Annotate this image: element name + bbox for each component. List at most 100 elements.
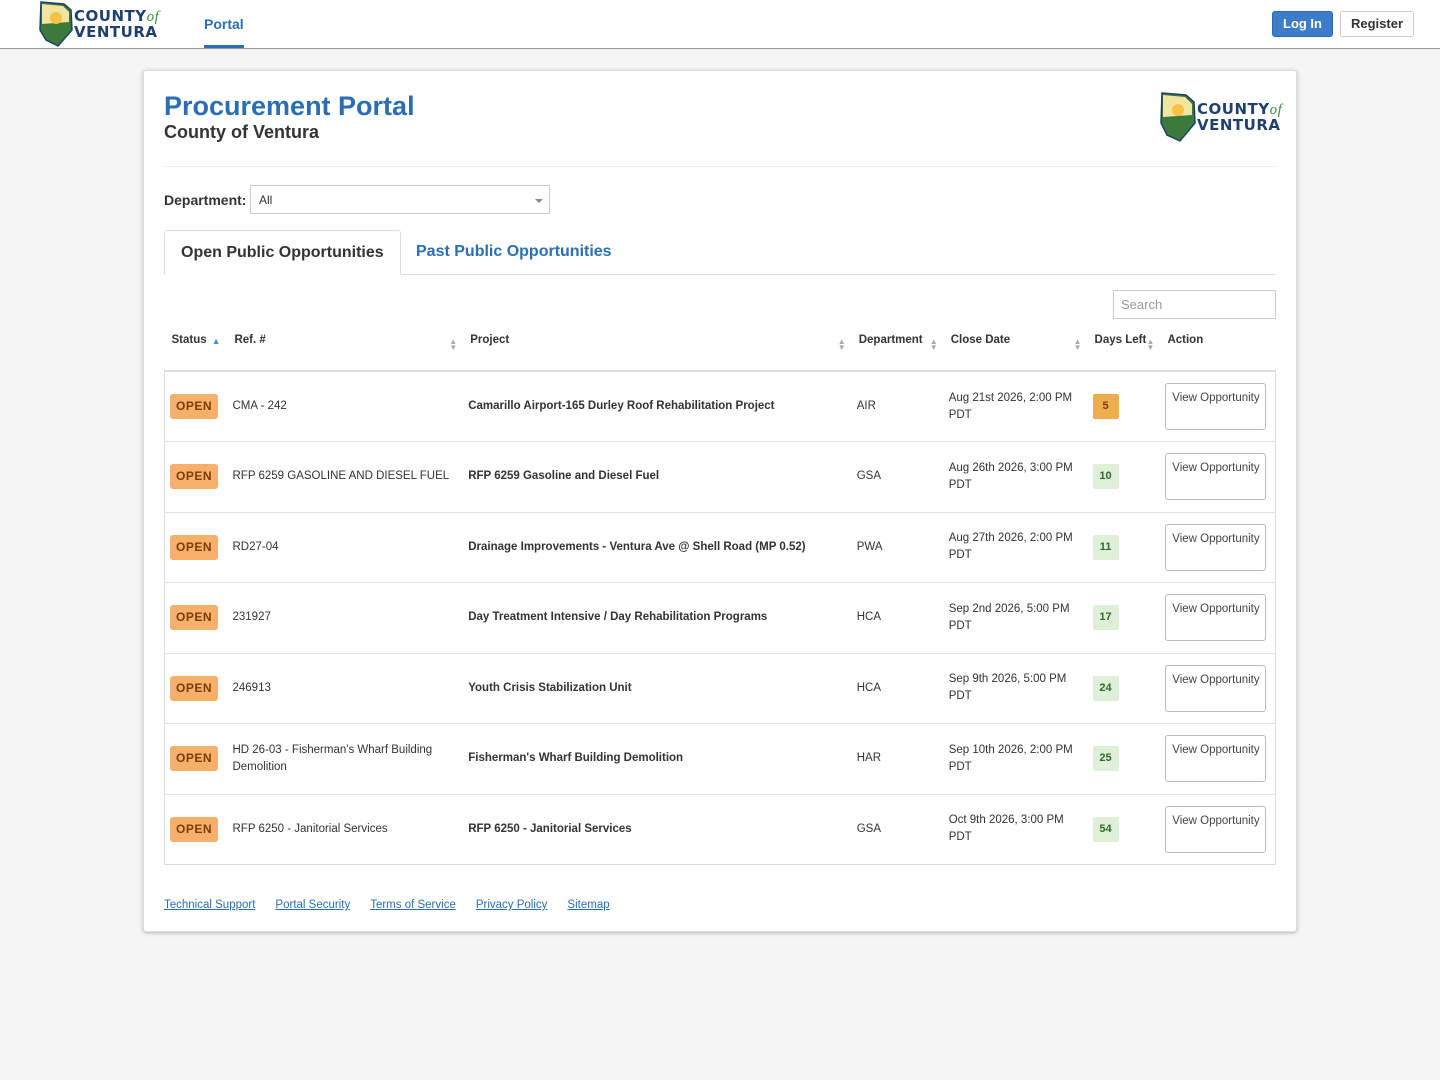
status-badge: OPEN: [170, 675, 219, 701]
days-left-badge: 17: [1092, 605, 1119, 631]
cell: View Opportunity: [1160, 441, 1276, 512]
close-date-cell: Aug 21st 2026, 2:00 PM PDT: [943, 370, 1088, 442]
column-header[interactable]: Close Date ▲ ▼: [943, 326, 1088, 372]
sort-icon: ▲ ▼: [1146, 337, 1155, 352]
column-header[interactable]: Project ▲ ▼: [463, 326, 852, 372]
days-left-badge: 54: [1092, 816, 1119, 842]
project-cell: RFP 6250 - Janitorial Services: [463, 793, 852, 865]
ref-cell: 246913: [227, 652, 464, 724]
logo-of: of: [1269, 102, 1283, 119]
search-input[interactable]: Search: [1113, 290, 1276, 319]
status-badge: OPEN: [170, 816, 219, 842]
page-subtitle: County of Ventura: [164, 122, 320, 142]
department-cell: AIR: [851, 370, 944, 442]
login-button[interactable]: Log In: [1272, 11, 1333, 37]
sort-icon: ▲ ▼: [929, 337, 938, 352]
column-label: Department: [858, 334, 923, 346]
footer-link[interactable]: Sitemap: [567, 899, 610, 911]
column-header[interactable]: Status ▲: [164, 326, 228, 372]
close-date-cell: Sep 9th 2026, 5:00 PM PDT: [943, 652, 1088, 724]
tabs: Open Public Opportunities Past Public Op…: [164, 230, 1276, 275]
tab-open[interactable]: Open Public Opportunities: [164, 230, 401, 275]
column-label: Ref. #: [234, 334, 266, 346]
days-left-badge: 10: [1092, 464, 1119, 490]
cell: 17: [1087, 582, 1161, 653]
view-button[interactable]: View Opportunity: [1165, 735, 1267, 783]
select-value: All: [259, 193, 273, 207]
cell: View Opportunity: [1160, 370, 1276, 442]
department-cell: GSA: [851, 441, 944, 512]
header-row: Status ▲ Ref. # ▲ ▼ Project ▲ ▼ Department ▲ ▼ Clos…: [164, 326, 1276, 372]
column-label: Status: [171, 334, 207, 346]
ref-cell: 231927: [227, 582, 464, 653]
sort-asc-icon: ▲: [211, 336, 221, 346]
cell: OPEN: [164, 793, 228, 865]
days-left-badge: 24: [1092, 675, 1119, 701]
nav-link[interactable]: Portal: [204, 0, 244, 48]
logo-ventura: VENTURA: [1197, 115, 1281, 134]
footer-link[interactable]: Terms of Service: [370, 899, 456, 911]
cell: View Opportunity: [1160, 723, 1276, 794]
status-badge: OPEN: [170, 605, 219, 631]
view-button[interactable]: View Opportunity: [1165, 805, 1267, 853]
column-header[interactable]: Ref. # ▲ ▼: [227, 326, 464, 372]
tab-past[interactable]: Past Public Opportunities: [416, 243, 612, 260]
logo-county: COUNTY: [1197, 100, 1270, 119]
footer-link[interactable]: Technical Support: [164, 899, 256, 911]
view-button[interactable]: View Opportunity: [1165, 523, 1267, 571]
register-button[interactable]: Register: [1340, 11, 1415, 37]
status-badge: OPEN: [170, 464, 219, 490]
cell: 25: [1087, 723, 1161, 794]
table-row: OPEN HD 26-03 - Fisherman's Wharf Buildin…: [164, 723, 1276, 794]
navbar: COUNTYof VENTURA Portal Log In Register: [0, 0, 1440, 49]
view-button[interactable]: View Opportunity: [1165, 383, 1267, 430]
logo-ventura: VENTURA: [74, 22, 158, 41]
status-badge: OPEN: [170, 394, 219, 419]
department-select[interactable]: All: [250, 185, 550, 214]
select-caret: [535, 199, 543, 203]
project-cell: Drainage Improvements - Ventura Ave @ Sh…: [463, 511, 852, 583]
cell: View Opportunity: [1160, 511, 1276, 583]
project-cell: Youth Crisis Stabilization Unit: [463, 652, 852, 724]
view-button[interactable]: View Opportunity: [1165, 594, 1267, 642]
sort-icon: ▲ ▼: [449, 337, 458, 352]
cell: 54: [1087, 793, 1161, 865]
cell: 5: [1087, 370, 1161, 442]
table-row: OPEN RFP 6259 GASOLINE AND DIESEL FUEL RFP…: [164, 441, 1276, 512]
column-label: Close Date: [950, 334, 1011, 346]
logo-text: COUNTYof VENTURA: [1197, 102, 1282, 132]
cell: View Opportunity: [1160, 793, 1276, 865]
sort-icon: ▲ ▼: [837, 337, 846, 352]
header-logo: COUNTYof VENTURA: [1159, 91, 1282, 143]
view-button[interactable]: View Opportunity: [1165, 664, 1267, 712]
column-label: Days Left: [1094, 334, 1147, 346]
opportunities-table: Status ▲ Ref. # ▲ ▼ Project ▲ ▼ Department ▲ ▼ Clos…: [164, 326, 1276, 865]
footer-link[interactable]: Portal Security: [275, 899, 351, 911]
project-cell: RFP 6259 Gasoline and Diesel Fuel: [463, 441, 852, 512]
days-left-badge: 25: [1092, 746, 1119, 772]
page-title: Procurement Portal: [164, 91, 415, 121]
column-header[interactable]: Department ▲ ▼: [851, 326, 944, 372]
column-label: Action: [1167, 334, 1204, 346]
department-cell: HCA: [851, 652, 944, 724]
close-date-cell: Aug 26th 2026, 3:00 PM PDT: [943, 441, 1088, 512]
column-header[interactable]: Days Left ▲ ▼: [1087, 326, 1161, 372]
logo-text: COUNTYof VENTURA: [74, 9, 159, 39]
status-badge: OPEN: [170, 746, 219, 772]
table-row: OPEN RD27-04 Drainage Improvements - Ventu…: [164, 511, 1276, 583]
cell: OPEN: [164, 370, 228, 442]
logo-county: COUNTY: [74, 7, 147, 26]
cell: OPEN: [164, 582, 228, 653]
cell: OPEN: [164, 723, 228, 794]
cell: View Opportunity: [1160, 582, 1276, 653]
footer-link[interactable]: Privacy Policy: [475, 899, 548, 911]
logo[interactable]: COUNTYof VENTURA: [38, 0, 159, 48]
table-row: OPEN 246913 Youth Crisis Stabilization Uni…: [164, 652, 1276, 724]
department-label: Department:: [164, 192, 247, 208]
cell: OPEN: [164, 652, 228, 724]
view-button[interactable]: View Opportunity: [1165, 453, 1267, 501]
department-cell: HAR: [851, 723, 944, 794]
ref-cell: CMA - 242: [227, 370, 464, 442]
close-date-cell: Aug 27th 2026, 2:00 PM PDT: [943, 511, 1088, 583]
